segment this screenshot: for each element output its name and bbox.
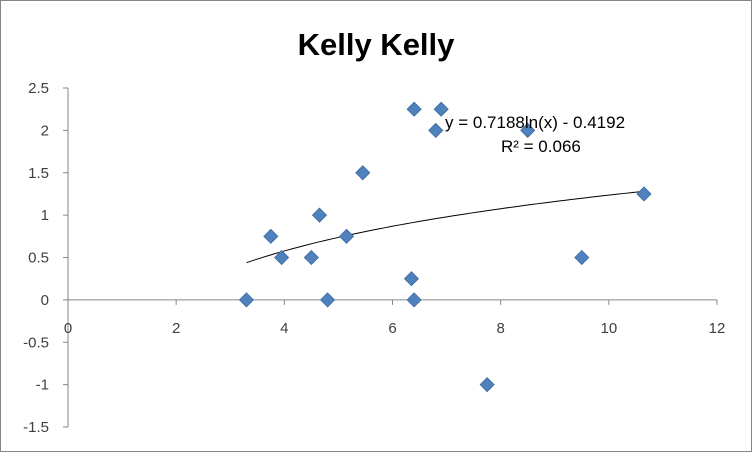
x-tick-label: 12: [709, 320, 726, 337]
y-tick-label: 2.5: [28, 80, 49, 97]
y-tick-label: 1.5: [28, 165, 49, 182]
trendline-r2: R² = 0.066: [501, 137, 581, 156]
y-tick-label: -1: [36, 377, 49, 394]
data-point: [479, 377, 495, 393]
x-tick-label: 8: [496, 320, 504, 337]
y-tick-label: -0.5: [23, 334, 49, 351]
x-axis: 0 2 4 6 8 10 12: [64, 299, 726, 337]
x-tick-label: 4: [280, 320, 288, 337]
y-tick-label: 1: [41, 207, 49, 224]
trendline-equation: y = 0.7188ln(x) - 0.4192: [445, 113, 625, 132]
x-tick-label: 6: [388, 320, 396, 337]
y-tick-label: 0.5: [28, 250, 49, 267]
trendline: [246, 190, 645, 264]
y-tick-label: 0: [41, 292, 49, 309]
data-point: [406, 101, 422, 117]
data-point: [433, 101, 449, 117]
x-tick-label: 2: [172, 320, 180, 337]
data-point: [238, 292, 255, 308]
data-point: [520, 122, 536, 138]
data-point: [274, 249, 290, 266]
data-point: [636, 186, 652, 202]
data-point: [403, 271, 419, 287]
data-point: [263, 228, 279, 244]
x-tick-label: 0: [64, 320, 72, 337]
data-point: [355, 165, 371, 181]
data-point: [303, 249, 319, 266]
chart-title: Kelly Kelly: [298, 27, 456, 62]
y-axis: -1.5 -1 -0.5 0 0.5 1 1.5 2 2.5: [23, 80, 69, 436]
data-point: [338, 228, 355, 244]
data-point: [406, 292, 422, 308]
y-tick-label: 2: [41, 122, 49, 139]
data-point: [574, 249, 590, 266]
x-tick-label: 10: [600, 320, 617, 337]
data-point: [311, 207, 328, 223]
data-point: [428, 122, 444, 138]
data-point: [320, 292, 336, 308]
data-points: [238, 101, 652, 393]
y-tick-label: -1.5: [23, 419, 49, 436]
